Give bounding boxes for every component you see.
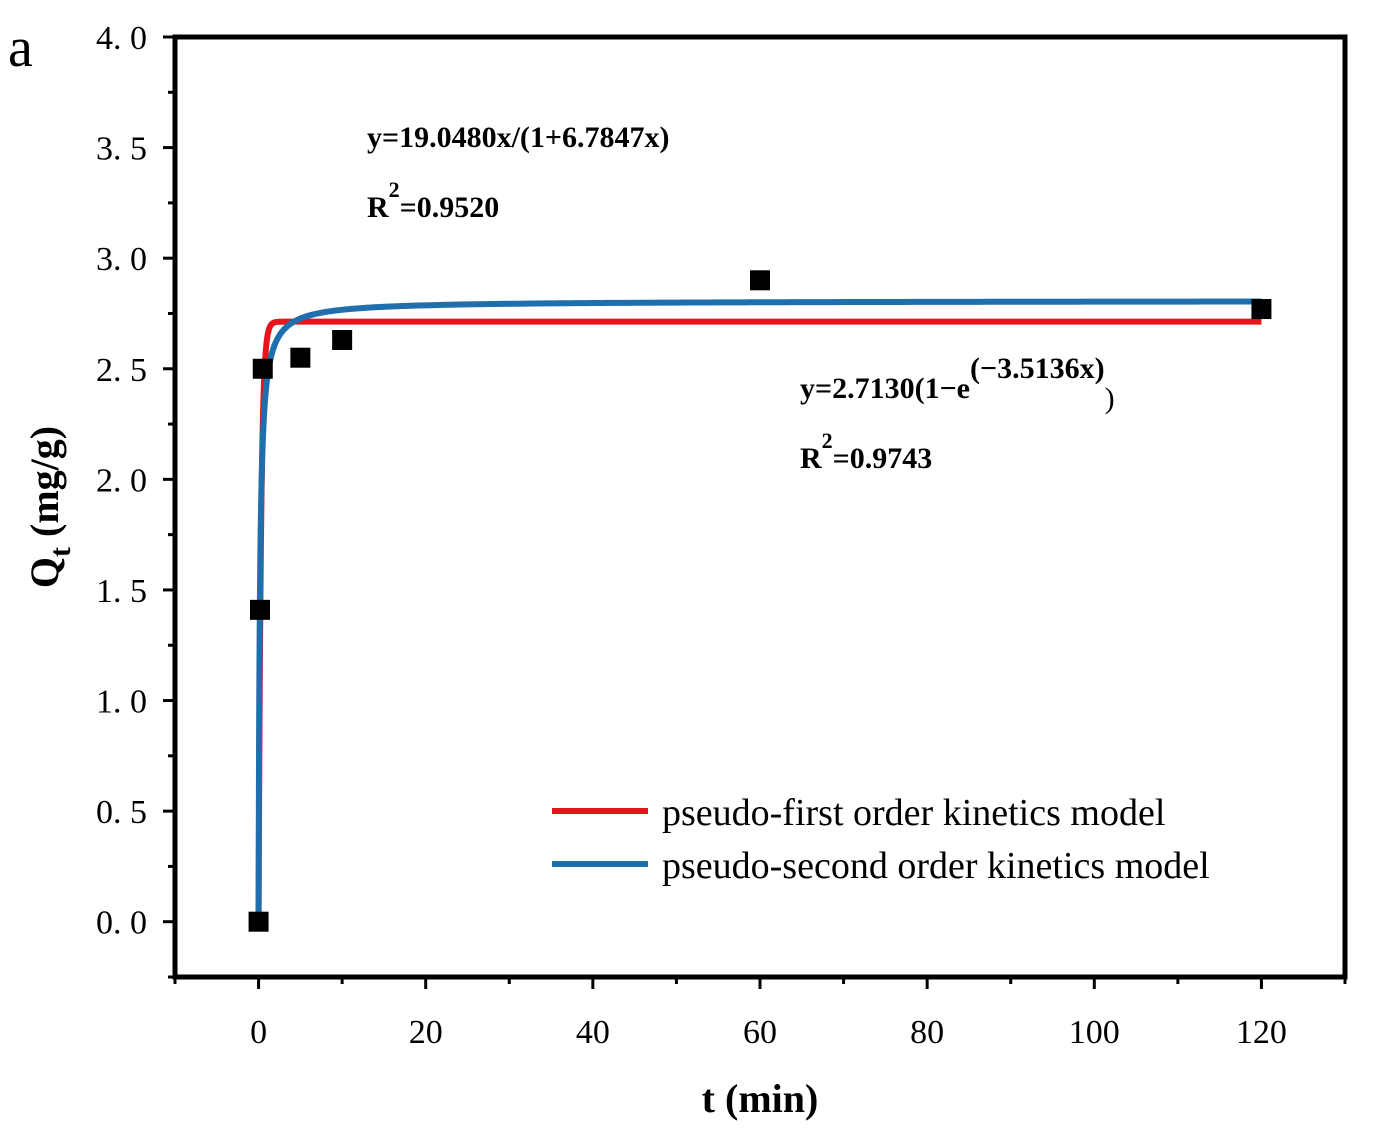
x-tick-label: 20 <box>409 1014 443 1051</box>
legend-label-first-order: pseudo-first order kinetics model <box>662 792 1165 834</box>
x-tick-label: 120 <box>1236 1014 1287 1051</box>
r2-value: =0.9520 <box>400 191 500 224</box>
data-point <box>249 599 270 620</box>
y-tick-label: 0. 0 <box>96 905 147 942</box>
y-axis-title-unit: (mg/g) <box>22 426 67 547</box>
r2-prefix: R <box>800 442 822 475</box>
x-tick-label: 0 <box>250 1014 267 1051</box>
annotation-second-order-r2: R2=0.9520 <box>367 177 499 224</box>
data-point <box>332 330 353 351</box>
x-tick-label: 80 <box>910 1014 944 1051</box>
data-point <box>750 270 770 291</box>
y-tick-label: 3. 5 <box>96 131 147 168</box>
series-line-first-order <box>255 318 1262 922</box>
x-axis-title: t (min) <box>702 1076 819 1121</box>
x-tick-label: 60 <box>743 1014 777 1051</box>
r2-superscript: 2 <box>822 428 833 453</box>
y-tick-label: 4. 0 <box>96 20 147 57</box>
equation-exponent: (−3.5136x) <box>970 352 1105 385</box>
y-axis-title-main: Q <box>22 557 67 588</box>
y-axis-tick-labels: 0. 0 0. 5 1. 0 1. 5 2. 0 2. 5 3. 0 3. 5 4. 0 <box>96 20 147 942</box>
scatter-points <box>248 270 1272 932</box>
legend: pseudo-first order kinetics model pseudo… <box>552 792 1210 887</box>
r2-prefix: R <box>367 191 389 224</box>
data-point <box>290 347 311 368</box>
y-tick-label: 3. 0 <box>96 241 147 278</box>
x-axis-ticks <box>173 977 1347 989</box>
legend-label-second-order: pseudo-second order kinetics model <box>662 845 1210 887</box>
r2-value: =0.9743 <box>833 442 933 475</box>
r2-superscript: 2 <box>389 177 400 202</box>
annotation-first-order-r2: R2=0.9743 <box>800 428 932 475</box>
data-point <box>252 358 273 379</box>
annotation-first-order-equation: y=2.7130(1−e(−3.5136x)) <box>800 352 1115 415</box>
y-tick-label: 1. 0 <box>96 684 147 721</box>
panel-label: a <box>8 17 33 79</box>
y-tick-label: 1. 5 <box>96 573 147 610</box>
y-axis-title: Qt (mg/g) <box>22 426 77 588</box>
y-tick-label: 0. 5 <box>96 794 147 831</box>
y-tick-label: 2. 5 <box>96 352 147 389</box>
x-tick-label: 100 <box>1069 1014 1120 1051</box>
x-axis-tick-labels: 0 20 40 60 80 100 120 <box>250 1014 1287 1051</box>
data-point <box>248 911 269 932</box>
annotation-second-order-equation: y=19.0480x/(1+6.7847x) <box>367 121 670 154</box>
equation-end: ) <box>1105 382 1115 415</box>
y-tick-label: 2. 0 <box>96 462 147 499</box>
equation-start: y=2.7130(1−e <box>800 372 970 405</box>
y-axis-title-subscript: t <box>44 547 77 557</box>
x-tick-label: 40 <box>576 1014 610 1051</box>
plot-frame <box>172 34 1348 980</box>
y-axis-ticks <box>163 35 175 979</box>
data-point <box>1251 299 1272 320</box>
